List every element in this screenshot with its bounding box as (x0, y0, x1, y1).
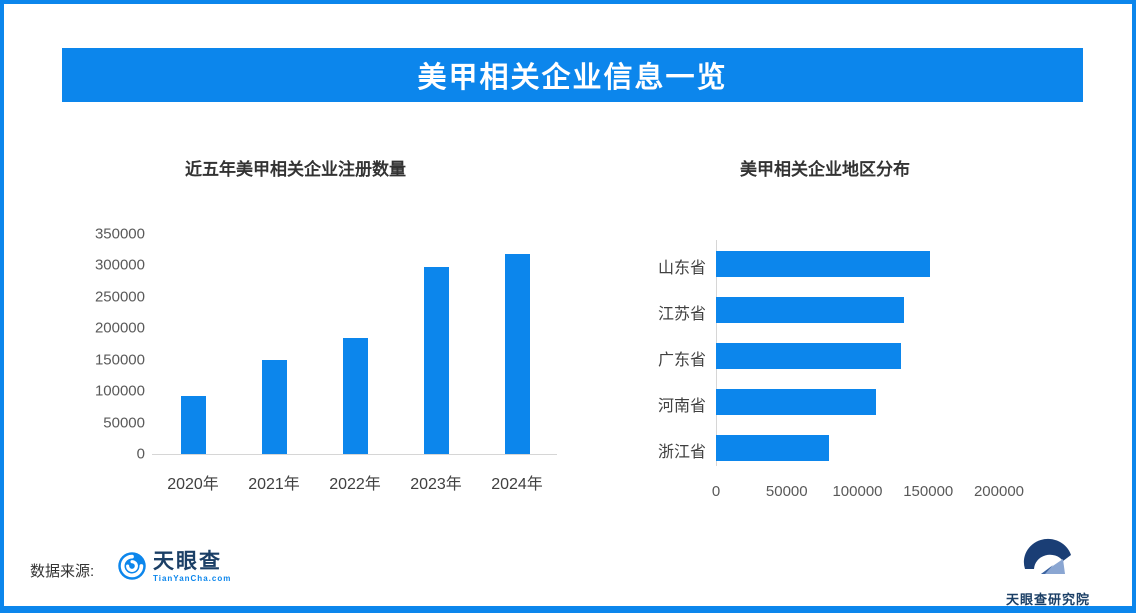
bar-江苏省 (716, 297, 905, 323)
tianyancha-research-icon (1019, 538, 1077, 587)
x-axis-tick-label: 200000 (973, 483, 1025, 500)
data-source-label: 数据来源: (30, 563, 95, 580)
y-axis-category-label: 山东省 (657, 260, 706, 277)
x-axis-line (152, 454, 557, 455)
y-axis-tick-label: 50000 (103, 414, 145, 432)
bar-2024年 (504, 254, 530, 454)
bar-浙江省 (716, 435, 830, 461)
tianyancha-logo-text: 天眼查 (153, 550, 222, 573)
page-title-banner: 美甲相关企业信息一览 (62, 48, 1083, 102)
region-bar-chart: 0 50000 100000 150000 200000 山东省江苏省广东省河南省浙江省 (4, 4, 1132, 606)
tianyancha-logo-url: TianYanCha.com (153, 574, 232, 583)
y-axis-tick-label: 150000 (94, 351, 145, 369)
bar-2020年 (180, 396, 206, 454)
y-axis-category-label: 广东省 (657, 352, 706, 369)
y-axis-category-label: 河南省 (657, 398, 706, 415)
x-axis-category-label: 2023年 (410, 476, 462, 493)
y-axis-tick-label: 0 (136, 445, 145, 463)
y-axis-tick-label: 250000 (94, 288, 145, 306)
y-axis-tick-label: 300000 (94, 256, 145, 274)
y-axis-tick-label: 200000 (94, 319, 145, 337)
y-axis-category-label: 江苏省 (657, 306, 706, 323)
x-axis-tick-label: 50000 (765, 483, 808, 500)
bar-2023年 (423, 267, 449, 454)
bar-山东省 (716, 251, 930, 277)
y-axis-tick-label: 350000 (94, 225, 145, 243)
bar-2022年 (342, 337, 368, 454)
x-axis-tick-label: 150000 (903, 483, 954, 500)
tianyancha-eye-icon (117, 551, 147, 586)
registration-column-chart: 350000 300000 250000 200000 150000 100000 5000… (4, 4, 1132, 606)
left-chart-title: 近五年美甲相关企业注册数量 (185, 160, 406, 179)
x-axis-category-label: 2020年 (167, 476, 219, 493)
page-title: 美甲相关企业信息一览 (417, 62, 728, 94)
y-axis-category-label: 浙江省 (657, 444, 706, 461)
tianyancha-research-text: 天眼查研究院 (1005, 592, 1090, 607)
x-axis-category-label: 2024年 (491, 476, 543, 493)
y-axis-tick-label: 100000 (94, 382, 145, 400)
x-axis-category-label: 2022年 (329, 476, 381, 493)
bar-2021年 (261, 359, 287, 454)
x-axis-tick-label: 0 (711, 483, 721, 500)
tianyancha-logo: 天眼查 TianYanCha.com (117, 551, 231, 586)
x-axis-category-label: 2021年 (248, 476, 300, 493)
x-axis-tick-label: 100000 (832, 483, 883, 500)
bar-广东省 (716, 343, 902, 369)
bar-河南省 (716, 389, 876, 415)
right-chart-title: 美甲相关企业地区分布 (740, 160, 910, 179)
tianyancha-research-logo: 天眼查研究院 (998, 538, 1098, 607)
